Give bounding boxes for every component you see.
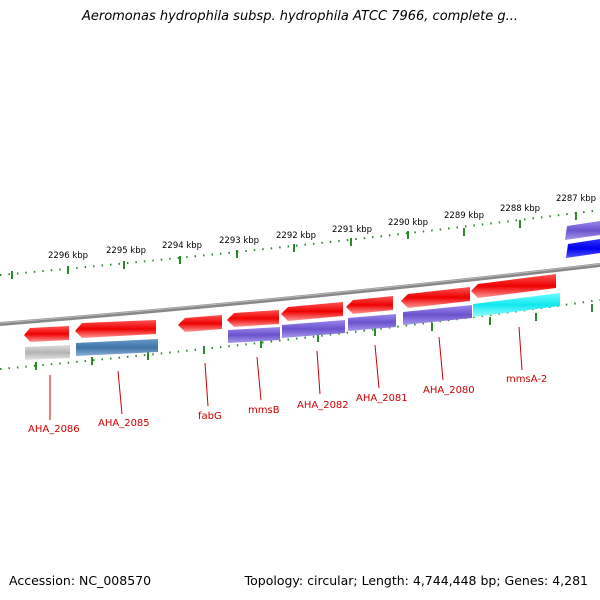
gene-label-aha-2081[interactable]: AHA_2081 [356,393,408,404]
partial-feature-blue [566,239,600,258]
inner-major-ticks [35,304,593,370]
gene-arrow-aha-2081[interactable] [346,296,393,314]
cds-bars [25,293,560,360]
scale-label: 2293 kbp [219,236,259,246]
gene-label-mmsb[interactable]: mmsB [248,405,280,416]
cds-bar-aha-2086[interactable] [25,345,70,360]
gene-arrow-aha-2085[interactable] [75,320,156,338]
backbone-highlight [0,263,600,324]
scale-label: 2287 kbp [556,194,596,204]
map-title: Aeromonas hydrophila subsp. hydrophila A… [81,9,519,24]
scale-label: 2291 kbp [332,225,372,235]
topology-text: Topology: circular; Length: 4,744,448 bp… [244,573,588,588]
gene-labels: AHA_2086 AHA_2085 fabG mmsB AHA_2082 AHA… [28,374,547,435]
gene-arrow-fabg[interactable] [178,315,222,332]
partial-feature-purple [565,221,600,240]
gene-label-fabg[interactable]: fabG [198,411,222,422]
scale-labels: 2296 kbp 2295 kbp 2294 kbp 2293 kbp 2292… [48,194,596,261]
cds-bar-aha-2081[interactable] [348,314,396,331]
cds-bar-aha-2085[interactable] [76,339,158,356]
leader-lines [49,326,523,420]
gene-label-aha-2085[interactable]: AHA_2085 [98,418,150,429]
scale-label: 2289 kbp [444,211,484,221]
scale-label: 2294 kbp [162,241,202,251]
gene-label-aha-2082[interactable]: AHA_2082 [297,400,349,411]
gene-arrows [24,274,556,342]
genome-backbone [0,263,600,326]
gene-arrow-mmsa-2[interactable] [471,274,556,298]
scale-label: 2296 kbp [48,251,88,261]
outer-major-ticks [11,212,577,279]
cds-bar-mmsa-2[interactable] [473,293,560,317]
scale-label: 2288 kbp [500,204,540,214]
gene-label-aha-2086[interactable]: AHA_2086 [28,424,80,435]
scale-label: 2295 kbp [106,246,146,256]
scale-label: 2292 kbp [276,231,316,241]
gene-arrow-aha-2086[interactable] [24,326,69,342]
gene-arrow-aha-2082[interactable] [281,302,343,321]
outer-scale-track [0,209,600,276]
gene-label-aha-2080[interactable]: AHA_2080 [423,385,475,396]
scale-label: 2290 kbp [388,218,428,228]
cds-bar-mmsb[interactable] [228,327,280,343]
gene-arrow-mmsb[interactable] [227,310,279,327]
gene-arrow-aha-2080[interactable] [401,287,470,308]
accession-text: Accession: NC_008570 [9,573,152,588]
cds-bar-aha-2080[interactable] [403,305,472,325]
cds-bar-aha-2082[interactable] [282,320,345,338]
gene-label-mmsa-2[interactable]: mmsA-2 [506,374,547,385]
